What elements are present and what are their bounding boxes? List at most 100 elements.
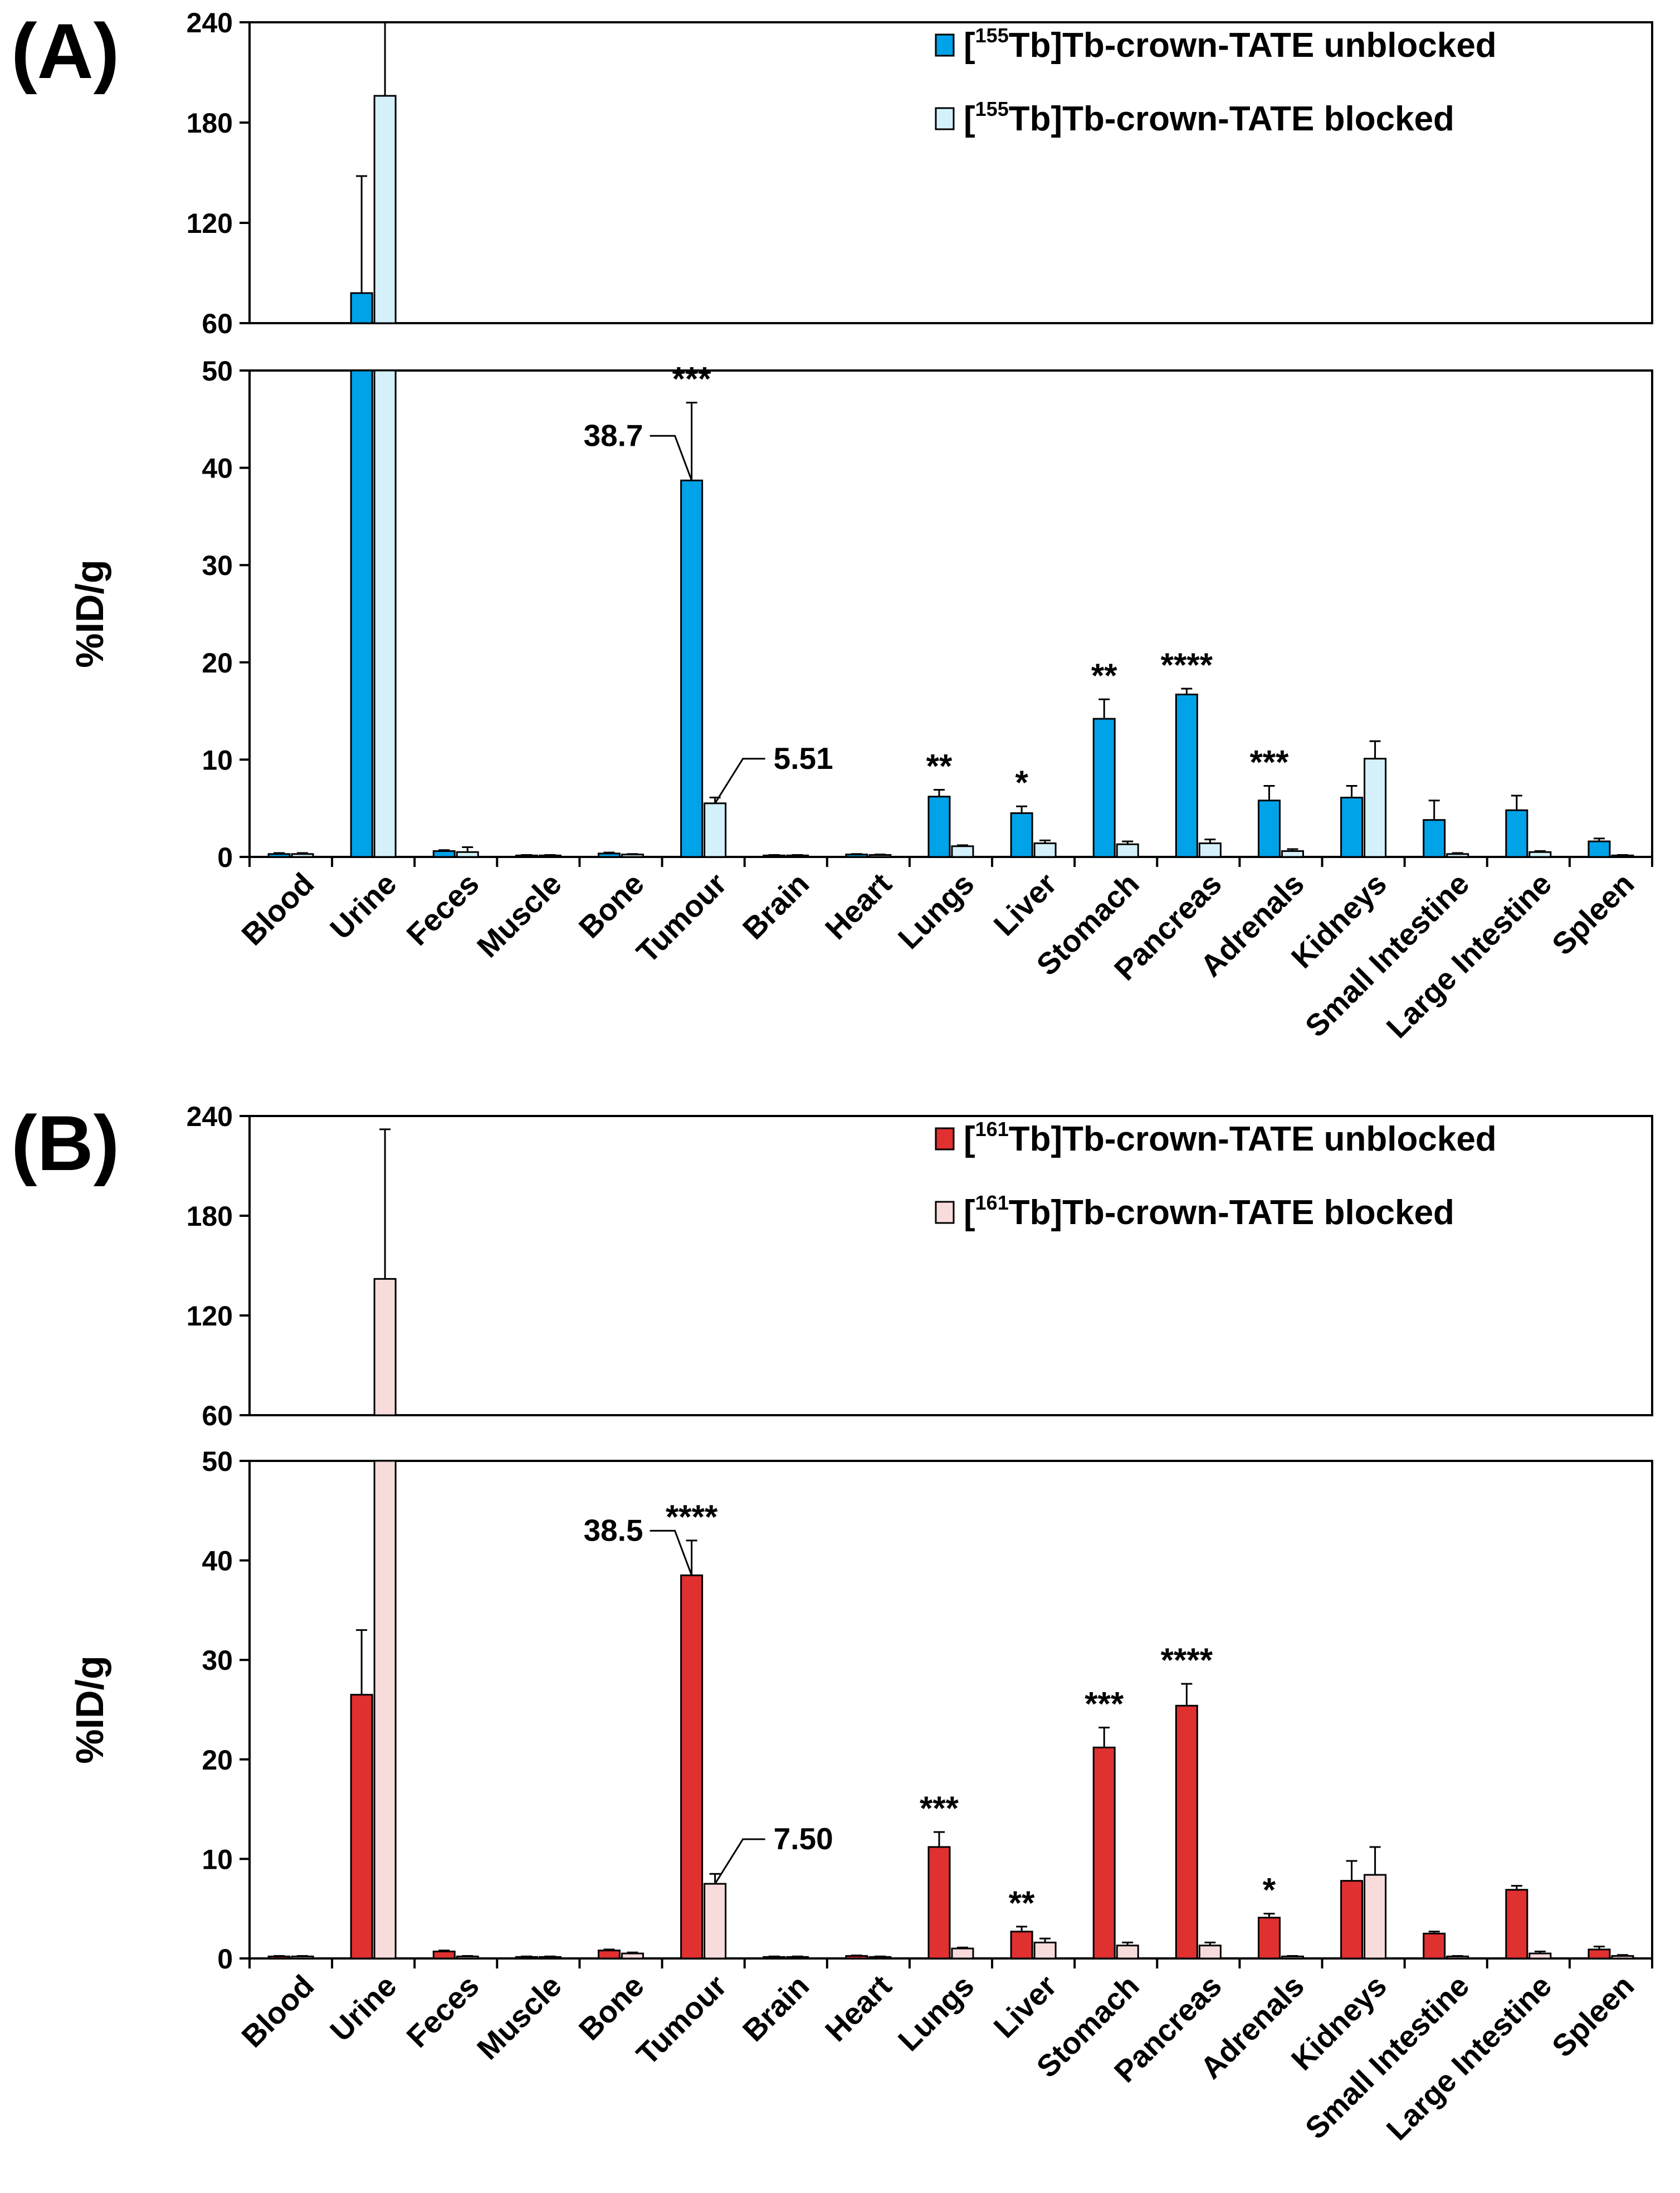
- bar-unblocked-lungs: [927, 1846, 951, 1960]
- legend-entry-bracket: [: [964, 100, 975, 138]
- legend-entry-bracket: [: [964, 1193, 975, 1232]
- upper-y-tick-label: 60: [202, 308, 233, 339]
- category-label-muscle: Muscle: [470, 1968, 568, 2067]
- category-label-spleen: Spleen: [1545, 1968, 1640, 2064]
- lower-y-tick-label: 0: [217, 842, 233, 873]
- bar-blocked-stomach: [1116, 843, 1139, 858]
- significance-lungs: **: [926, 748, 953, 785]
- annotation-value-blocked: 7.50: [774, 1821, 833, 1856]
- legend-swatch-blocked: [935, 107, 955, 130]
- bar-unblocked-large-intestine: [1505, 809, 1528, 858]
- legend: [161Tb]Tb-crown-TATE unblocked[161Tb]Tb-…: [935, 1118, 1497, 1232]
- significance-adrenals: *: [1263, 1872, 1276, 1909]
- category-label-blood: Blood: [235, 1968, 321, 2054]
- bar-unblocked-liver: [1010, 812, 1033, 858]
- bar-unblocked-heart: [845, 1955, 868, 1960]
- bar-unblocked-spleen: [1588, 840, 1611, 858]
- legend-entry-isotope: 161: [975, 1191, 1009, 1214]
- legend-entry-text: Tb]Tb-crown-TATE blocked: [1009, 100, 1454, 138]
- significance-stomach: **: [1091, 657, 1117, 694]
- bar-blocked-urine-upper: [373, 1278, 397, 1416]
- legend-entry-isotope: 155: [975, 98, 1009, 120]
- category-label-bone: Bone: [572, 1968, 651, 2047]
- bar-unblocked-large-intestine: [1505, 1889, 1528, 1960]
- bar-blocked-small-intestine: [1446, 853, 1469, 858]
- y-axis-label: %ID/g: [68, 1655, 111, 1763]
- bar-unblocked-heart: [845, 854, 868, 858]
- legend-entry-unblocked: [155Tb]Tb-crown-TATE unblocked: [964, 24, 1497, 65]
- lower-y-tick-label: 20: [202, 647, 233, 679]
- bar-blocked-bone: [621, 854, 644, 858]
- annotation-leader-blocked: [714, 758, 765, 804]
- significance-liver: *: [1015, 764, 1028, 801]
- bar-blocked-urine-lower: [373, 369, 397, 858]
- bar-unblocked-kidneys: [1340, 796, 1364, 858]
- bar-blocked-adrenals: [1281, 850, 1304, 858]
- category-label-blood: Blood: [235, 866, 321, 952]
- significance-pancreas: ****: [1161, 1641, 1213, 1679]
- lower-y-tick-label: 50: [202, 1446, 233, 1477]
- bar-unblocked-adrenals: [1257, 1917, 1281, 1960]
- category-label-lungs: Lungs: [891, 1968, 981, 2058]
- category-label-liver: Liver: [987, 866, 1063, 943]
- bar-blocked-pancreas: [1198, 1945, 1222, 1960]
- bar-unblocked-small-intestine: [1423, 1932, 1446, 1960]
- category-label-tumour: Tumour: [629, 1968, 733, 2072]
- lower-y-tick-label: 50: [202, 355, 233, 387]
- bar-unblocked-stomach: [1092, 718, 1116, 858]
- bar-blocked-pancreas: [1198, 842, 1222, 858]
- lower-y-tick-label: 40: [202, 1546, 233, 1577]
- bar-blocked-bone: [621, 1952, 644, 1960]
- bar-blocked-lungs: [951, 845, 974, 858]
- bar-blocked-tumour: [704, 1883, 727, 1960]
- bar-unblocked-urine-lower: [350, 369, 373, 858]
- legend-swatch-unblocked: [935, 33, 955, 57]
- upper-y-tick-label: 120: [187, 1300, 233, 1332]
- bar-blocked-lungs: [951, 1947, 974, 1960]
- bar-unblocked-kidneys: [1340, 1880, 1364, 1960]
- category-label-tumour: Tumour: [629, 866, 733, 970]
- bar-unblocked-pancreas: [1175, 1704, 1198, 1960]
- lower-y-tick-label: 10: [202, 1844, 233, 1875]
- significance-tumour: ***: [672, 360, 712, 398]
- bar-unblocked-bone: [598, 852, 621, 858]
- bar-unblocked-tumour: [680, 1574, 704, 1960]
- lower-y-tick-label: 10: [202, 744, 233, 776]
- bar-unblocked-adrenals: [1257, 800, 1281, 858]
- lower-plot-frame: [248, 369, 1653, 858]
- panel-label: (A): [11, 7, 119, 95]
- upper-y-tick-label: 240: [187, 1101, 233, 1132]
- legend-entry-text: Tb]Tb-crown-TATE unblocked: [1009, 26, 1497, 65]
- annotation-leader-blocked: [714, 1838, 765, 1884]
- legend-entry-isotope: 161: [975, 1118, 1009, 1141]
- legend-entry-blocked: [161Tb]Tb-crown-TATE blocked: [964, 1191, 1454, 1232]
- significance-adrenals: ***: [1249, 744, 1289, 781]
- bar-unblocked-bone: [598, 1950, 621, 1960]
- legend-swatch-blocked: [935, 1201, 955, 1224]
- lower-y-tick-label: 30: [202, 550, 233, 581]
- category-label-muscle: Muscle: [470, 866, 568, 964]
- bar-blocked-urine-upper: [373, 95, 397, 324]
- bar-unblocked-small-intestine: [1423, 819, 1446, 858]
- upper-y-tick-label: 180: [187, 108, 233, 139]
- panel-label: (B): [11, 1099, 119, 1187]
- category-label-brain: Brain: [736, 1968, 815, 2048]
- upper-plot-frame: [248, 1115, 1653, 1416]
- bar-unblocked-feces: [432, 850, 456, 858]
- lower-plot-frame: [248, 1460, 1653, 1960]
- annotation-leader-unblocked: [649, 1529, 693, 1576]
- legend-entry-blocked: [155Tb]Tb-crown-TATE blocked: [964, 98, 1454, 138]
- upper-plot-frame: [248, 21, 1653, 324]
- annotation-leader-unblocked: [649, 435, 693, 481]
- legend-entry-bracket: [: [964, 26, 975, 65]
- legend-entry-isotope: 155: [975, 24, 1009, 47]
- lower-y-tick-label: 0: [217, 1943, 233, 1975]
- significance-lungs: ***: [920, 1790, 959, 1827]
- panel-a: (A) %ID/g 60 120 180 240 0 10 20 30 40 50 Blood Urine…: [11, 7, 1653, 1045]
- panel-b: (B) %ID/g 60 120 180 240 0 10 20 30 40 50 Blood Urine…: [11, 1099, 1653, 2147]
- bar-blocked-large-intestine: [1528, 851, 1552, 858]
- category-label-urine: Urine: [323, 1968, 403, 2048]
- significance-tumour: ****: [666, 1498, 718, 1536]
- category-label-liver: Liver: [987, 1968, 1063, 2045]
